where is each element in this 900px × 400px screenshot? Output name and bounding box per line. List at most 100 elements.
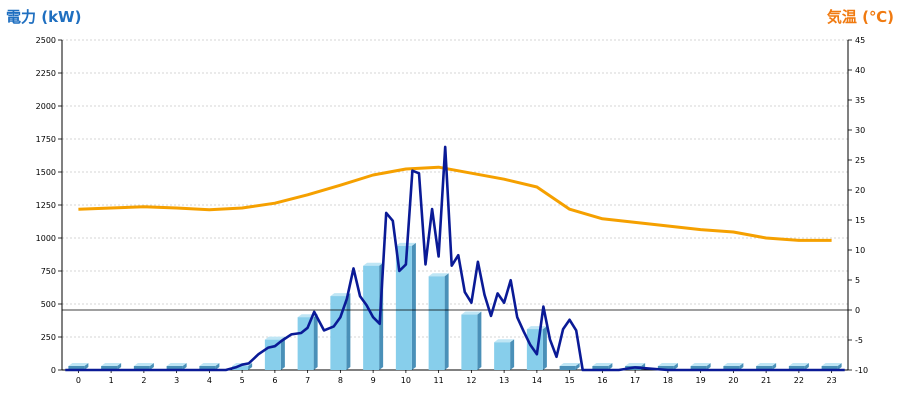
- bar: [232, 366, 249, 370]
- bar-side: [149, 363, 154, 370]
- bar: [461, 314, 478, 370]
- bar-top: [821, 363, 842, 366]
- x-tick-label: 11: [434, 376, 444, 385]
- x-tick-label: 13: [499, 376, 509, 385]
- right-tick-label: 45: [855, 36, 865, 45]
- bar: [788, 366, 805, 370]
- right-tick-label: 25: [855, 156, 865, 165]
- bar: [395, 245, 412, 370]
- bar-top: [101, 363, 122, 366]
- bar-top: [625, 363, 646, 366]
- bar-side: [772, 363, 777, 370]
- bar-top: [166, 363, 187, 366]
- bar-side: [215, 363, 220, 370]
- bar-side: [575, 363, 580, 370]
- right-tick-label: 30: [855, 126, 865, 135]
- x-tick-label: 1: [109, 376, 114, 385]
- bar: [559, 366, 576, 370]
- bar-side: [542, 326, 547, 370]
- bar-top: [428, 273, 449, 277]
- bar-side: [510, 339, 515, 370]
- x-tick-label: 6: [272, 376, 277, 385]
- power-line: [65, 145, 845, 372]
- right-tick-label: 0: [855, 306, 860, 315]
- x-tick-label: 15: [565, 376, 575, 385]
- bar: [68, 366, 85, 370]
- right-tick-label: 20: [855, 186, 865, 195]
- right-tick-label: 15: [855, 216, 865, 225]
- x-tick-label: 20: [728, 376, 738, 385]
- right-tick-label: 35: [855, 96, 865, 105]
- bar: [166, 366, 183, 370]
- x-tick-label: 17: [630, 376, 640, 385]
- bar-side: [706, 363, 711, 370]
- x-tick-label: 10: [401, 376, 411, 385]
- left-tick-label: 1750: [36, 135, 56, 144]
- bar-side: [346, 293, 351, 370]
- bar-top: [494, 339, 515, 343]
- right-axis-title: 気温 (℃): [826, 8, 894, 26]
- x-tick-label: 22: [794, 376, 804, 385]
- x-tick-label: 0: [76, 376, 81, 385]
- temperature-line: [78, 165, 832, 242]
- bar: [494, 342, 511, 370]
- bar-side: [411, 242, 416, 370]
- bar-top: [68, 363, 89, 366]
- bar-side: [117, 363, 122, 370]
- x-tick-label: 21: [761, 376, 771, 385]
- x-tick-label: 14: [532, 376, 542, 385]
- left-tick-label: 250: [41, 333, 56, 342]
- bar: [821, 366, 838, 370]
- bar-side: [837, 363, 842, 370]
- x-tick-label: 2: [141, 376, 146, 385]
- bar: [363, 265, 380, 370]
- right-tick-label: -5: [855, 336, 863, 345]
- bar-top: [395, 242, 416, 246]
- bar: [199, 366, 216, 370]
- bar-side: [248, 363, 253, 370]
- x-tick-label: 23: [827, 376, 837, 385]
- bar-top: [363, 262, 384, 266]
- right-tick-label: -10: [855, 366, 868, 375]
- bar-top: [657, 363, 678, 366]
- bar-side: [477, 311, 482, 370]
- bar-side: [673, 363, 678, 370]
- bar-top: [264, 336, 285, 340]
- x-tick-label: 12: [466, 376, 476, 385]
- bar-side: [84, 363, 89, 370]
- bar-top: [723, 363, 744, 366]
- bar: [690, 366, 707, 370]
- bar: [723, 366, 740, 370]
- bar-side: [182, 363, 187, 370]
- left-tick-label: 2500: [36, 36, 56, 45]
- bar: [133, 366, 150, 370]
- bar: [592, 366, 609, 370]
- bar-side: [739, 363, 744, 370]
- x-tick-label: 8: [338, 376, 343, 385]
- left-tick-label: 1000: [36, 234, 56, 243]
- bar-side: [804, 363, 809, 370]
- bar-side: [444, 273, 449, 370]
- bar-top: [330, 293, 351, 297]
- bar-side: [280, 336, 285, 370]
- x-tick-label: 5: [240, 376, 245, 385]
- bar-top: [133, 363, 154, 366]
- x-tick-label: 9: [371, 376, 376, 385]
- x-tick-label: 19: [696, 376, 706, 385]
- right-tick-label: 40: [855, 66, 865, 75]
- x-tick-label: 7: [305, 376, 310, 385]
- left-tick-label: 750: [41, 267, 56, 276]
- left-tick-label: 0: [51, 366, 56, 375]
- left-tick-label: 2000: [36, 102, 56, 111]
- bar: [101, 366, 118, 370]
- bar-top: [756, 363, 777, 366]
- bar-side: [608, 363, 613, 370]
- right-tick-label: 5: [855, 276, 860, 285]
- x-tick-label: 18: [663, 376, 673, 385]
- bar-top: [559, 363, 580, 366]
- bar-top: [199, 363, 220, 366]
- left-tick-label: 1500: [36, 168, 56, 177]
- right-tick-label: 10: [855, 246, 865, 255]
